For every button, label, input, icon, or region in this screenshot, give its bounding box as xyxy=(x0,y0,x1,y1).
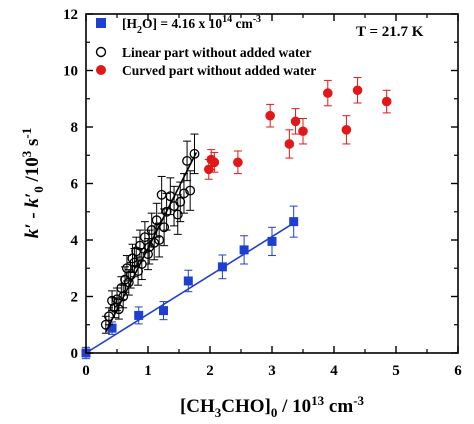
series-0-fit-line xyxy=(85,222,295,354)
series-1-point-28 xyxy=(165,191,176,202)
series-1-point-34 xyxy=(185,185,196,196)
series-1-point-26 xyxy=(159,222,170,233)
series-2-point-11 xyxy=(381,96,392,107)
x-axis-label: [CH3CHO]0 / 1013 cm-3 xyxy=(180,393,365,420)
series-2-point-4 xyxy=(265,110,275,121)
series-1-point-32 xyxy=(179,188,189,199)
series-1-errorbar-34 xyxy=(186,170,195,211)
x-tick-label-4: 4 xyxy=(330,363,338,379)
series-0-point-1 xyxy=(107,323,117,333)
series-1-errorbar-35 xyxy=(190,133,199,175)
series-0-point-4 xyxy=(183,276,193,286)
series-0-point-2 xyxy=(134,310,144,320)
series-1-point-16 xyxy=(134,240,145,251)
legend-label-2: Curved part without added water xyxy=(122,63,316,78)
legend-marker-2 xyxy=(96,65,106,75)
series-1-point-1 xyxy=(103,311,114,322)
series-0-point-6 xyxy=(239,245,249,255)
series-0-point-8 xyxy=(289,217,299,227)
series-1-errorbar-29 xyxy=(170,185,179,227)
series-1-point-22 xyxy=(149,237,160,248)
series-1 xyxy=(100,133,200,334)
series-1-errorbar-16 xyxy=(135,229,144,262)
y-tick-label-5: 10 xyxy=(63,64,78,80)
y-tick-label-0: 0 xyxy=(71,346,79,362)
y-tick-label-2: 4 xyxy=(71,233,79,249)
series-2-point-10 xyxy=(352,85,363,96)
temperature-annotation: T = 21.7 K xyxy=(356,24,424,40)
series-1-errorbar-10 xyxy=(124,269,133,296)
series-0 xyxy=(81,205,299,360)
series-0-point-7 xyxy=(267,236,277,246)
legend-label-0: [H2O] = 4.16 x 1014 cm-3 xyxy=(122,14,261,36)
series-1-point-35 xyxy=(189,148,200,159)
series-1-errorbar-31 xyxy=(176,181,185,223)
series-2-point-2 xyxy=(209,157,220,168)
series-1-point-2 xyxy=(107,295,117,306)
series-1-point-24 xyxy=(154,235,165,245)
y-tick-label-6: 12 xyxy=(63,7,78,23)
series-1-point-10 xyxy=(123,277,134,288)
x-tick-label-2: 2 xyxy=(206,363,214,379)
series-0-point-3 xyxy=(159,306,168,316)
series-2-point-9 xyxy=(341,125,352,135)
series-1-point-13 xyxy=(129,257,140,268)
series-2 xyxy=(203,77,392,180)
x-tick-label-1: 1 xyxy=(144,363,152,379)
series-1-point-5 xyxy=(113,304,124,315)
y-tick-label-1: 2 xyxy=(71,290,79,306)
series-2-point-5 xyxy=(284,139,295,149)
series-1-point-30 xyxy=(172,209,183,220)
series-1-point-11 xyxy=(125,270,136,281)
legend: [H2O] = 4.16 x 1014 cm-3 Linear part wit… xyxy=(95,14,316,78)
series-1-point-33 xyxy=(182,155,193,166)
series-2-point-7 xyxy=(298,126,308,137)
y-tick-label-4: 8 xyxy=(71,120,79,136)
legend-marker-1 xyxy=(95,46,107,58)
x-tick-label-6: 6 xyxy=(454,363,462,379)
series-2-point-8 xyxy=(323,88,333,98)
series-1-point-31 xyxy=(175,196,186,207)
legend-label-1: Linear part without added water xyxy=(122,45,312,60)
x-tick-label-0: 0 xyxy=(82,363,90,379)
series-0-point-5 xyxy=(217,262,227,272)
series-2-point-6 xyxy=(290,116,301,127)
legend-marker-0 xyxy=(96,18,106,28)
y-tick-label-3: 6 xyxy=(71,177,79,193)
series-2-point-3 xyxy=(233,157,243,168)
series-1-point-27 xyxy=(161,206,172,217)
x-tick-label-3: 3 xyxy=(268,363,276,379)
series-1-point-19 xyxy=(143,249,153,260)
x-tick-label-5: 5 xyxy=(392,363,400,379)
series-1-point-23 xyxy=(151,215,162,226)
y-axis-label: k′ - k′0 /103 s-1 xyxy=(19,128,46,239)
